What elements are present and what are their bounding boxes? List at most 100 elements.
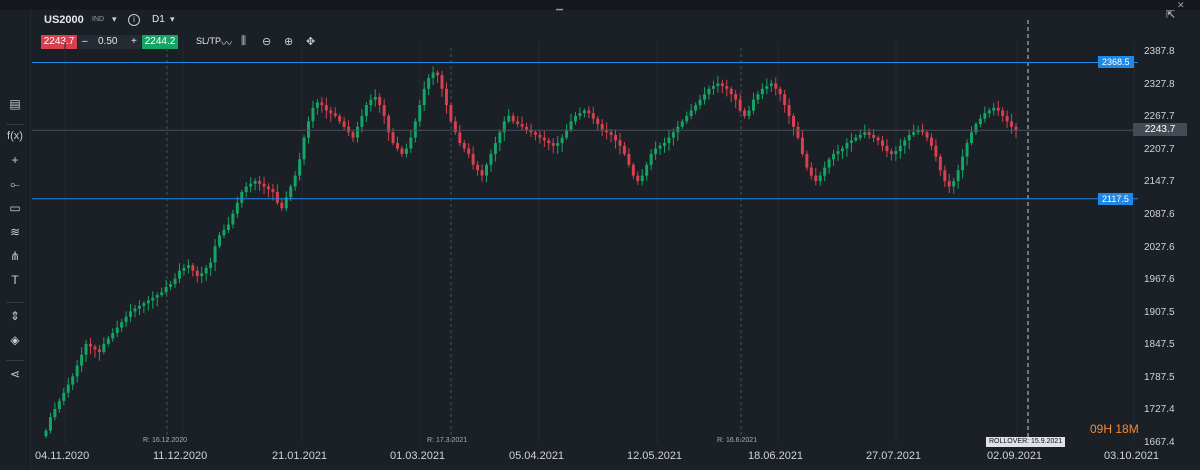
candles: [44, 66, 1018, 439]
candle: [547, 140, 551, 144]
candle: [551, 143, 555, 146]
candle: [671, 132, 675, 138]
price-tick-label: 2027.6: [1144, 241, 1175, 253]
buy-button[interactable]: 2244.2: [142, 35, 178, 49]
candle: [507, 115, 511, 122]
candle: [200, 273, 204, 277]
candle: [88, 343, 92, 347]
candle: [809, 167, 813, 176]
fibonacci-icon[interactable]: ≋: [9, 225, 21, 239]
candle: [213, 246, 217, 263]
zoom-in-icon[interactable]: ⊕: [284, 36, 294, 48]
crosshair-icon[interactable]: +: [11, 153, 19, 167]
date-tick-label: 12.05.2021: [627, 450, 683, 462]
candle: [333, 113, 337, 116]
candle: [805, 153, 809, 168]
timeframe-dropdown-icon[interactable]: ▾: [170, 14, 175, 24]
candle: [191, 265, 195, 271]
candle: [756, 94, 760, 100]
candle: [400, 148, 404, 154]
indicator-icon[interactable]: ⫼: [241, 35, 247, 47]
quantity-input[interactable]: 0.50: [98, 36, 118, 47]
candle: [974, 124, 978, 133]
candle: [800, 137, 804, 154]
candle: [769, 83, 773, 87]
candle: [587, 110, 591, 114]
candle: [351, 132, 355, 138]
candle: [1001, 110, 1005, 116]
sell-button[interactable]: 2243.7: [41, 35, 77, 49]
candle: [591, 113, 595, 119]
candle: [921, 129, 925, 133]
candle: [929, 137, 933, 146]
date-tick-label: 21.01.2021: [272, 450, 328, 462]
candle: [814, 175, 818, 182]
date-tick-label: 18.06.2021: [748, 450, 804, 462]
text-icon[interactable]: T: [11, 273, 19, 287]
quantity-increase-button[interactable]: +: [131, 36, 137, 47]
candle: [266, 186, 270, 190]
pitchfork-icon[interactable]: ⋔: [9, 249, 21, 263]
quantity-stepper[interactable]: – 0.50 +: [78, 35, 141, 49]
candle: [956, 170, 960, 182]
candle: [115, 327, 119, 334]
candle: [738, 99, 742, 111]
price-tick-label: 2387.8: [1144, 46, 1175, 57]
candle: [146, 300, 150, 304]
candle: [369, 99, 373, 106]
candle: [525, 126, 529, 130]
candle: [97, 349, 101, 353]
date-tick-label: 02.09.2021: [987, 450, 1043, 462]
candle: [827, 159, 831, 168]
chart-type-icon[interactable]: ▤: [9, 97, 21, 111]
function-icon[interactable]: f(x): [7, 130, 23, 142]
crosshair-move-icon[interactable]: ✥: [306, 36, 316, 48]
candle: [249, 183, 253, 187]
candle: [431, 72, 435, 78]
close-icon[interactable]: ✕: [1177, 0, 1185, 10]
candle: [311, 107, 315, 122]
trendline-icon[interactable]: ⟜: [10, 177, 20, 191]
candle: [872, 134, 876, 138]
expand-icon[interactable]: ⇱: [1166, 9, 1176, 21]
symbol-name[interactable]: US2000: [44, 14, 84, 26]
candle: [480, 170, 484, 176]
candle: [938, 156, 942, 171]
layers-icon[interactable]: ◈: [10, 333, 20, 347]
rectangle-icon[interactable]: ▭: [9, 201, 21, 215]
candle: [275, 191, 279, 203]
candle: [226, 224, 230, 230]
share-icon[interactable]: ⋖: [9, 367, 21, 381]
candle: [373, 96, 377, 100]
info-icon[interactable]: i: [128, 14, 140, 26]
candle: [792, 115, 796, 127]
candle: [129, 311, 133, 317]
quantity-decrease-button[interactable]: –: [82, 36, 88, 47]
date-tick-label: 11.12.2020: [153, 450, 208, 462]
candle: [520, 124, 524, 127]
candle: [329, 110, 333, 114]
candle: [823, 167, 827, 176]
minimize-icon[interactable]: ▁: [556, 0, 563, 10]
candle: [645, 164, 649, 176]
candle: [774, 83, 778, 89]
candle: [71, 376, 75, 385]
symbol-dropdown-icon[interactable]: ▾: [112, 14, 117, 24]
candle: [876, 137, 880, 141]
candle: [854, 137, 858, 141]
measure-icon[interactable]: ⇕: [9, 309, 21, 323]
candle: [240, 191, 244, 203]
candle: [569, 121, 573, 130]
candle: [378, 96, 382, 106]
candle: [284, 197, 288, 209]
candle: [698, 99, 702, 106]
line-chart-icon[interactable]: 〰: [221, 38, 232, 50]
timeframe-select[interactable]: D1: [152, 14, 165, 25]
horizontal-line-label: 2368.5: [1098, 56, 1134, 69]
price-tick-label: 2267.7: [1144, 111, 1175, 123]
zoom-out-icon[interactable]: ⊖: [262, 36, 272, 48]
sl-tp-button[interactable]: SL/TP: [196, 36, 222, 46]
candle: [609, 132, 613, 135]
symbol-type: IND: [92, 16, 105, 23]
